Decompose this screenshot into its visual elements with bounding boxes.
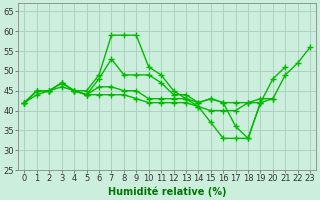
X-axis label: Humidité relative (%): Humidité relative (%) xyxy=(108,186,227,197)
